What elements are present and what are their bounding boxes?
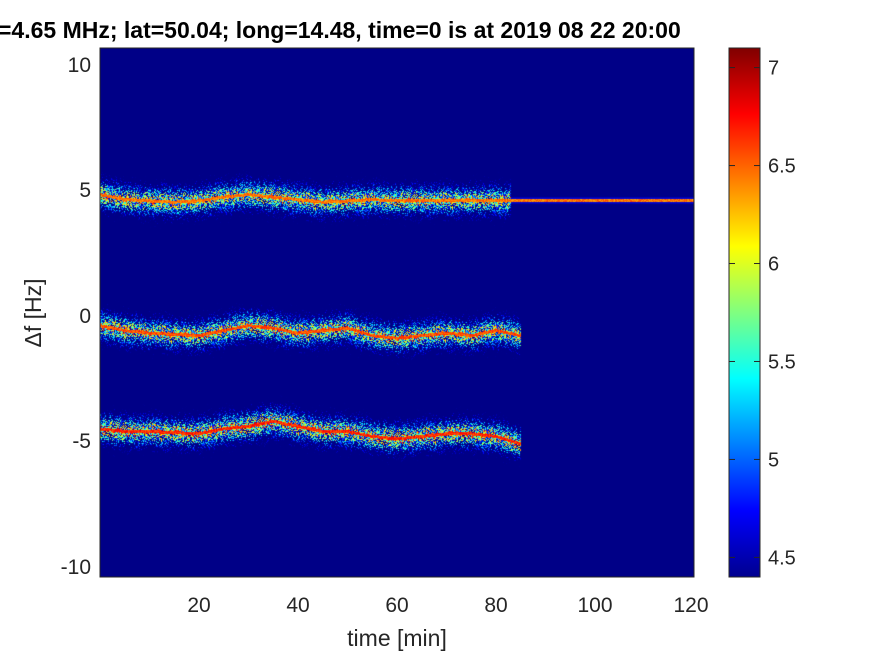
y-tick-label: -5 (72, 430, 91, 453)
y-tick-label: 10 (68, 54, 91, 77)
colorbar-tick-label: 6.5 (768, 156, 796, 178)
colorbar-tick-label: 6 (768, 254, 779, 276)
x-tick-label: 60 (385, 594, 408, 617)
y-axis: 10 5 0 -5 -10 Δf [Hz] (20, 54, 91, 579)
x-axis-label: time [min] (347, 625, 447, 651)
colorbar-tick-label: 7 (768, 58, 779, 80)
chart-title: =4.65 MHz; lat=50.04; long=14.48, time=0… (0, 17, 681, 43)
x-tick-label: 100 (577, 594, 612, 617)
y-tick-label: 0 (79, 305, 91, 328)
x-axis: 20 40 60 80 100 120 time [min] (187, 594, 708, 651)
colorbar-ticks (729, 67, 760, 558)
x-tick-label: 40 (286, 594, 309, 617)
colorbar: 4.5 5 5.5 6 6.5 7 (728, 47, 796, 578)
x-tick-label: 120 (673, 594, 708, 617)
colorbar-tick-label: 5.5 (768, 351, 796, 373)
x-tick-label: 20 (187, 594, 210, 617)
plot-area (99, 47, 695, 578)
colorbar-tick-label: 4.5 (768, 547, 796, 569)
heatmap-image (100, 48, 694, 577)
y-tick-label: 5 (79, 179, 91, 202)
y-axis-label: Δf [Hz] (20, 278, 46, 347)
y-tick-label: -10 (61, 556, 91, 579)
x-tick-label: 80 (484, 594, 507, 617)
colorbar-gradient (728, 47, 761, 578)
colorbar-tick-label: 5 (768, 449, 779, 471)
plot-frame (99, 47, 695, 578)
